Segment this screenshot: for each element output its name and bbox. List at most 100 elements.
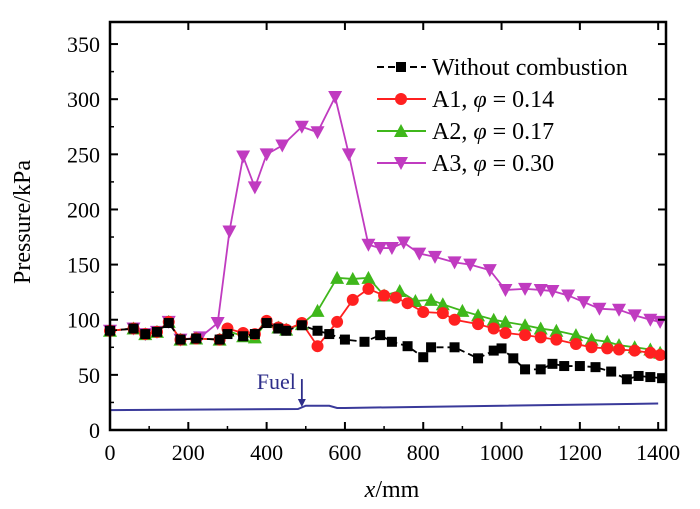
data-point	[627, 309, 642, 323]
data-point	[362, 282, 375, 295]
data-point	[328, 90, 343, 104]
data-point	[331, 315, 344, 328]
data-point	[472, 318, 485, 331]
data-point	[657, 373, 668, 384]
data-point	[238, 331, 249, 342]
x-tick-label: 200	[172, 440, 205, 465]
data-point	[375, 330, 386, 341]
data-point	[275, 139, 290, 153]
data-point	[471, 308, 486, 322]
x-tick-label: 1400	[636, 440, 680, 465]
fuel-arrow-head	[297, 399, 306, 408]
data-point	[569, 337, 582, 350]
data-point	[222, 225, 237, 239]
legend-swatch-marker	[394, 157, 408, 170]
data-point	[236, 150, 251, 164]
data-point	[499, 326, 512, 339]
data-point	[585, 341, 598, 354]
y-tick-label: 50	[78, 363, 100, 388]
data-point	[151, 326, 162, 337]
data-point	[140, 329, 151, 340]
data-point	[549, 323, 564, 337]
data-point	[533, 321, 548, 335]
data-point	[498, 314, 513, 328]
legend-swatch-marker	[396, 62, 406, 72]
x-tick-label: 0	[105, 440, 116, 465]
series-line	[109, 321, 663, 381]
data-point	[584, 332, 599, 346]
legend-item-without-combustion: Without combustion	[377, 55, 628, 81]
series-a3	[103, 90, 668, 347]
data-point	[518, 318, 533, 332]
data-point	[345, 271, 360, 285]
data-point	[361, 270, 376, 284]
data-point	[612, 303, 627, 317]
data-point	[214, 334, 225, 345]
data-point	[455, 303, 470, 317]
fuel-annotation: Fuel	[257, 369, 306, 408]
data-point	[606, 366, 617, 377]
data-point	[424, 292, 439, 306]
data-point	[311, 340, 324, 353]
data-point	[339, 334, 350, 345]
data-point	[359, 336, 370, 347]
data-point	[273, 323, 284, 334]
data-point	[412, 247, 427, 261]
data-point	[592, 302, 607, 316]
legend-label-a3: A3, φ = 0.30	[432, 151, 554, 177]
data-point	[568, 328, 583, 342]
data-point	[576, 296, 591, 310]
data-point	[520, 364, 531, 375]
data-point	[644, 346, 657, 359]
data-point	[613, 343, 626, 356]
series-line	[109, 94, 661, 341]
data-point	[550, 333, 563, 346]
x-tick-label: 1000	[480, 440, 524, 465]
x-tick-label: 600	[328, 440, 361, 465]
y-tick-label: 150	[67, 253, 100, 278]
legend-item-a2: A2, φ = 0.17	[377, 119, 554, 145]
data-point	[590, 362, 601, 373]
data-point	[281, 325, 292, 336]
data-point	[518, 282, 533, 296]
data-point	[389, 291, 402, 304]
data-point	[373, 242, 388, 256]
legend-swatch-marker	[394, 124, 408, 137]
data-point	[498, 283, 513, 297]
data-point	[487, 322, 500, 335]
data-point	[259, 148, 274, 162]
data-point	[417, 306, 430, 319]
data-point	[621, 374, 632, 385]
y-tick-label: 250	[67, 142, 100, 167]
y-axis-title: Pressure/kPa	[10, 160, 36, 284]
data-point	[384, 242, 399, 256]
data-point	[247, 181, 262, 195]
data-point	[535, 364, 546, 375]
fuel-label: Fuel	[257, 369, 296, 394]
data-point	[519, 329, 532, 342]
data-point	[628, 344, 641, 357]
data-point	[473, 353, 484, 364]
data-point	[547, 358, 558, 369]
data-point	[645, 372, 656, 383]
y-tick-label: 100	[67, 308, 100, 333]
data-point	[378, 289, 391, 302]
data-point	[163, 318, 174, 329]
y-tick-label: 200	[67, 197, 100, 222]
data-point	[449, 342, 460, 353]
series-a1	[104, 282, 667, 362]
x-tick-label: 1200	[558, 440, 602, 465]
x-axis-title: x/mm	[364, 477, 420, 503]
legend-label-without-combustion: Without combustion	[432, 55, 628, 81]
data-point	[294, 120, 309, 134]
data-point	[447, 256, 462, 270]
data-point	[402, 341, 413, 352]
x-tick-label: 400	[250, 440, 283, 465]
data-point	[175, 334, 186, 345]
data-point	[534, 331, 547, 344]
data-point	[496, 343, 507, 354]
x-tick-label: 800	[407, 440, 440, 465]
legend-label-a2: A2, φ = 0.17	[432, 119, 554, 145]
data-point	[341, 148, 356, 162]
